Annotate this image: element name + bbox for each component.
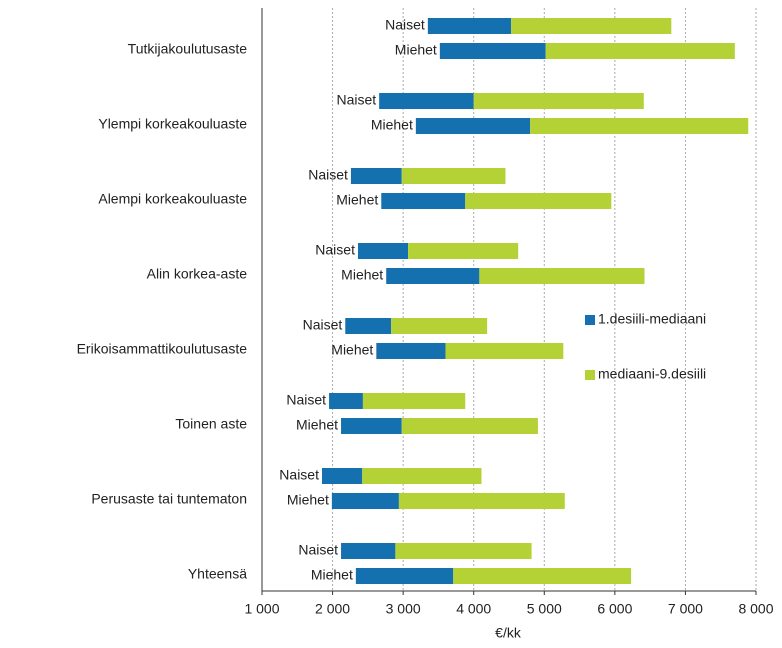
bar-segment	[362, 468, 482, 484]
group-label: Toinen aste	[175, 416, 247, 432]
bar-segment	[415, 118, 531, 134]
group-label: Yhteensä	[188, 566, 247, 582]
x-tick-label: 3 000	[386, 601, 421, 617]
x-tick-label: 4 000	[456, 601, 491, 617]
group-label: Tutkijakoulutusaste	[128, 41, 248, 57]
bar-segment	[329, 393, 363, 409]
bar-label: Miehet	[336, 192, 378, 208]
x-tick-label: 5 000	[527, 601, 562, 617]
bar-label: Miehet	[287, 492, 329, 508]
bar-segment	[453, 568, 632, 584]
x-axis-title: €/kk	[495, 625, 522, 641]
bar-label: Naiset	[286, 392, 326, 408]
bar-segment	[545, 43, 735, 59]
bar-label: Naiset	[279, 467, 319, 483]
x-tick-label: 6 000	[597, 601, 632, 617]
x-tick-label: 7 000	[668, 601, 703, 617]
bar-label: Miehet	[371, 117, 413, 133]
legend-swatch	[585, 315, 595, 325]
bar-label: Naiset	[298, 542, 338, 558]
group-label: Erikoisammattikoulutusaste	[77, 341, 248, 357]
bar-segment	[391, 318, 488, 334]
bar-segment	[357, 243, 409, 259]
bar-segment	[511, 18, 672, 34]
bar-label: Naiset	[385, 17, 425, 33]
bar-label: Miehet	[331, 342, 373, 358]
x-tick-label: 2 000	[315, 601, 350, 617]
bar-label: Miehet	[296, 417, 338, 433]
bar-segment	[395, 543, 532, 559]
bar-segment	[445, 343, 564, 359]
bar-segment	[473, 93, 644, 109]
bar-segment	[341, 418, 402, 434]
group-label: Ylempi korkeakouluaste	[98, 116, 247, 132]
bar-label: Naiset	[303, 317, 343, 333]
bar-label: Miehet	[311, 567, 353, 583]
group-label: Perusaste tai tuntematon	[91, 491, 247, 507]
legend-label: mediaani-9.desiili	[598, 366, 706, 382]
x-tick-label: 1 000	[244, 601, 279, 617]
bar-segment	[386, 268, 480, 284]
bar-label: Naiset	[336, 92, 376, 108]
legend-label: 1.desiili-mediaani	[598, 311, 706, 327]
bar-segment	[321, 468, 363, 484]
bar-segment	[408, 243, 519, 259]
bar-label: Naiset	[308, 167, 348, 183]
bar-segment	[427, 18, 512, 34]
bar-segment	[530, 118, 749, 134]
bar-segment	[401, 168, 506, 184]
bar-segment	[465, 193, 612, 209]
bar-label: Miehet	[341, 267, 383, 283]
bar-segment	[381, 193, 466, 209]
bar-segment	[439, 43, 546, 59]
legend-swatch	[585, 370, 595, 380]
group-label: Alin korkea-aste	[147, 266, 248, 282]
bar-segment	[331, 493, 399, 509]
bar-segment	[376, 343, 446, 359]
bar-segment	[398, 493, 565, 509]
bar-segment	[355, 568, 454, 584]
bar-segment	[350, 168, 402, 184]
bar-segment	[341, 543, 396, 559]
bar-segment	[345, 318, 392, 334]
bar-label: Miehet	[395, 42, 437, 58]
bar-segment	[401, 418, 538, 434]
bar-segment	[379, 93, 474, 109]
group-label: Alempi korkeakouluaste	[98, 191, 247, 207]
x-tick-label: 8 000	[738, 601, 773, 617]
bar-segment	[479, 268, 645, 284]
bar-segment	[362, 393, 466, 409]
bar-label: Naiset	[315, 242, 355, 258]
